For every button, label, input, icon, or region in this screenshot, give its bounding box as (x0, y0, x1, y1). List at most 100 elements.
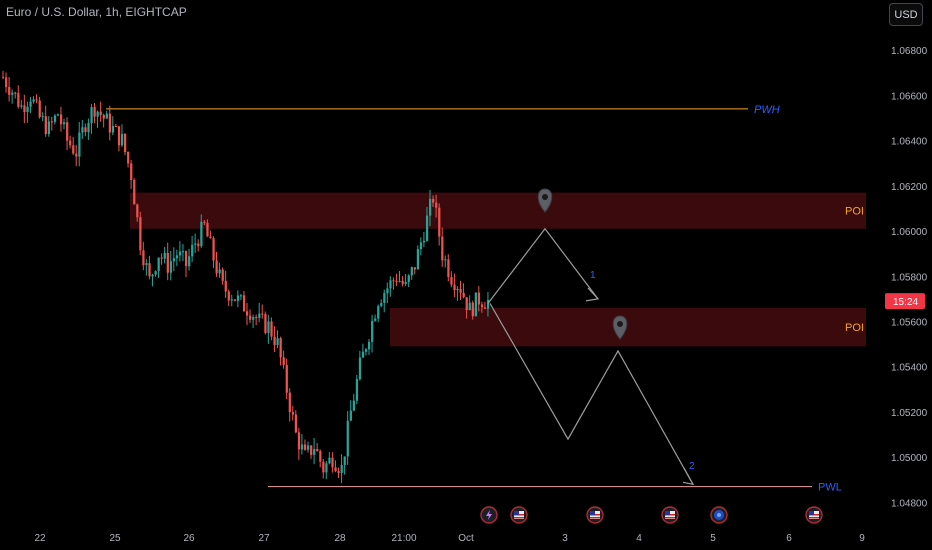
candle-body (206, 222, 209, 237)
candle-body (422, 240, 426, 243)
candle-body (361, 351, 365, 358)
candle-body (172, 258, 176, 262)
poi-zone (130, 192, 866, 229)
candle-body (465, 297, 468, 311)
candle-body (285, 364, 288, 393)
candle-body (41, 116, 44, 118)
candle-body (468, 302, 471, 311)
projection-path-2 (489, 303, 694, 485)
candle-body (328, 457, 331, 464)
candle-body (310, 445, 313, 455)
candle-body (273, 336, 276, 346)
time-tick-label: 28 (334, 533, 346, 544)
candle-body (200, 221, 203, 247)
time-tick-label: 6 (786, 533, 792, 544)
candle-body (407, 275, 410, 282)
projection-label-1: 1 (590, 270, 596, 281)
candle-body (374, 318, 377, 321)
time-tick-label: 22 (34, 533, 46, 544)
candle-body (44, 116, 47, 135)
lightning-glyph (486, 510, 492, 520)
candle-body (410, 267, 413, 276)
candle-body (288, 392, 291, 413)
candle-body (5, 77, 8, 87)
candle-body (395, 280, 398, 282)
candle-body (303, 444, 307, 450)
globe-icon[interactable] (710, 506, 728, 524)
candle-body (249, 315, 252, 320)
candle-body (294, 414, 298, 433)
candle-body (2, 77, 5, 79)
candle-body (14, 92, 17, 94)
candle-body (242, 295, 246, 312)
candle-body (340, 465, 343, 474)
candle-body (148, 263, 151, 277)
candle-body (267, 321, 270, 333)
candle-body (136, 204, 139, 218)
us-flag-icon[interactable] (805, 506, 823, 524)
candle-body (258, 313, 261, 318)
candle-body (331, 457, 334, 468)
flag-canton (809, 511, 814, 515)
candle-body (151, 274, 154, 277)
candle-body (178, 251, 182, 256)
candle-body (334, 467, 337, 472)
candle-body (17, 92, 20, 107)
projection-label-2: 2 (689, 461, 695, 472)
candle-body (352, 400, 355, 411)
candle-body (325, 463, 328, 473)
candle-body (35, 99, 38, 101)
time-tick-label: 21:00 (391, 533, 416, 544)
candle-body (300, 444, 304, 450)
candle-body (337, 471, 340, 474)
candle-body (425, 215, 429, 241)
candle-body (181, 251, 185, 253)
candle-body (127, 151, 130, 164)
candle-body (313, 449, 316, 455)
candle-body (483, 307, 487, 309)
candle-body (209, 236, 212, 239)
candle-body (81, 127, 84, 133)
lightning-icon[interactable] (480, 506, 498, 524)
candle-body (56, 114, 60, 116)
currency-button[interactable]: USD (889, 3, 923, 26)
candle-body (47, 121, 50, 135)
candle-body (297, 432, 301, 450)
candle-body (438, 207, 441, 237)
location-pin-dot (617, 321, 623, 327)
price-axis[interactable]: 1.06800 1.06600 1.06400 1.06200 1.06000 1.058… (880, 0, 932, 550)
time-axis[interactable]: 22 25 26 27 28 21:00 Oct 3 4 5 6 9 (34, 533, 865, 544)
candle-body (389, 280, 392, 289)
us-flag-icon[interactable] (586, 506, 604, 524)
candle-body (157, 257, 160, 272)
candle-body (474, 292, 477, 317)
poi-zone (390, 307, 866, 347)
candle-body (364, 349, 368, 352)
candle-body (252, 317, 255, 320)
candle-body (8, 86, 11, 95)
candle-body (377, 306, 380, 319)
price-tick-label: 1.06200 (891, 182, 928, 193)
candle-body (78, 132, 81, 157)
price-tick-label: 1.06600 (891, 91, 928, 102)
candle-body (444, 259, 447, 261)
candle-body (456, 288, 459, 291)
candle-body (59, 114, 63, 125)
candle-body (447, 259, 450, 278)
us-flag-icon[interactable] (510, 506, 528, 524)
candle-body (404, 281, 407, 284)
price-tick-label: 1.06800 (891, 46, 928, 57)
candle-body (84, 127, 87, 133)
candle-body (108, 113, 111, 133)
candle-body (102, 115, 105, 119)
us-flag-icon[interactable] (661, 506, 679, 524)
candle-body (343, 456, 346, 466)
candle-body (87, 122, 90, 133)
candle-body (11, 92, 14, 95)
time-tick-label: 27 (258, 533, 270, 544)
candle-body (38, 100, 41, 117)
candle-body (29, 101, 32, 107)
candle-body (142, 250, 145, 266)
candle-body (383, 293, 386, 303)
